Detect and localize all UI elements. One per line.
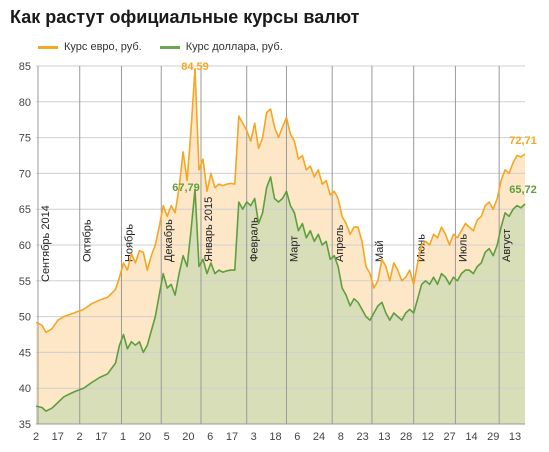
series-lines	[35, 68, 526, 412]
euro-last-label: 72,71	[509, 135, 537, 147]
area-fills	[36, 68, 525, 425]
y-tick-label: 80	[19, 97, 31, 109]
month-label: Ноябрь	[123, 224, 135, 262]
month-label: Май	[374, 240, 386, 262]
grid	[36, 65, 525, 425]
x-tick-label: 13	[378, 431, 390, 443]
y-tick-label: 75	[19, 133, 31, 145]
y-tick-label: 60	[19, 240, 31, 252]
x-tick-label: 1	[120, 431, 126, 443]
chart-title: Как растут официальные курсы валют	[10, 7, 360, 27]
legend-label-euro: Курс евро, руб.	[64, 41, 142, 53]
month-label: Апрель	[334, 224, 346, 262]
x-tick-label: 24	[313, 431, 325, 443]
x-tick-label: 5	[164, 431, 170, 443]
x-tick-label: 12	[422, 431, 434, 443]
x-tick-label: 17	[226, 431, 238, 443]
month-label: Октябрь	[82, 219, 94, 262]
legend-label-usd: Курс доллара, руб.	[185, 41, 283, 53]
month-label: Март	[288, 236, 300, 262]
legend-swatch-usd	[159, 45, 180, 49]
x-tick-label: 2	[76, 431, 82, 443]
x-tick-label: 14	[465, 431, 477, 443]
x-tick-label: 17	[52, 431, 64, 443]
usd-line	[35, 176, 526, 412]
x-tick-label: 29	[487, 431, 499, 443]
month-label: Сентябрь 2014	[40, 205, 52, 282]
usd-last-label: 65,72	[509, 184, 537, 196]
legend: Курс евро, руб. Курс доллара, руб.	[38, 41, 283, 53]
x-tick-label: 2	[33, 431, 39, 443]
y-tick-label: 65	[19, 204, 31, 216]
euro-line	[35, 68, 526, 334]
y-tick-label: 40	[19, 383, 31, 395]
axes: 35 40 45 50 55 60 65 70 75 80 85 2 17 2 17 1 20 5 20 6 17 3 18…	[19, 61, 525, 443]
data-labels: 84,59 67,79 72,71 65,72	[172, 61, 537, 196]
y-tick-label: 50	[19, 312, 31, 324]
x-tick-label: 3	[251, 431, 257, 443]
x-tick-label: 6	[294, 431, 300, 443]
y-tick-label: 70	[19, 168, 31, 180]
legend-item-usd[interactable]: Курс доллара, руб.	[159, 41, 283, 53]
legend-swatch-euro	[38, 45, 58, 49]
x-tick-label: 23	[356, 431, 368, 443]
usd-area	[36, 177, 525, 424]
x-tick-label: 28	[400, 431, 412, 443]
x-tick-label: 6	[207, 431, 213, 443]
x-tick-label: 20	[139, 431, 151, 443]
euro-peak-label: 84,59	[181, 61, 209, 73]
y-tick-label: 35	[19, 419, 31, 431]
y-tick-label: 55	[19, 276, 31, 288]
x-tick-label: 17	[95, 431, 107, 443]
y-tick-label: 85	[19, 61, 31, 73]
month-label: Декабрь	[163, 219, 175, 262]
month-label: Январь 2015	[203, 197, 215, 262]
y-tick-label: 45	[19, 347, 31, 359]
month-markers: Сентябрь 2014 Октябрь Ноябрь Декабрь Январь …	[37, 66, 513, 424]
x-tick-label: 20	[182, 431, 194, 443]
x-tick-label: 18	[269, 431, 281, 443]
x-tick-label: 13	[509, 431, 521, 443]
month-label: Август	[501, 229, 513, 262]
x-tick-label: 27	[444, 431, 456, 443]
month-label: Июль	[457, 234, 469, 262]
usd-peak-label: 67,79	[172, 182, 200, 194]
month-label: Февраль	[249, 217, 261, 262]
x-tick-label: 8	[338, 431, 344, 443]
legend-item-euro[interactable]: Курс евро, руб.	[38, 41, 142, 53]
